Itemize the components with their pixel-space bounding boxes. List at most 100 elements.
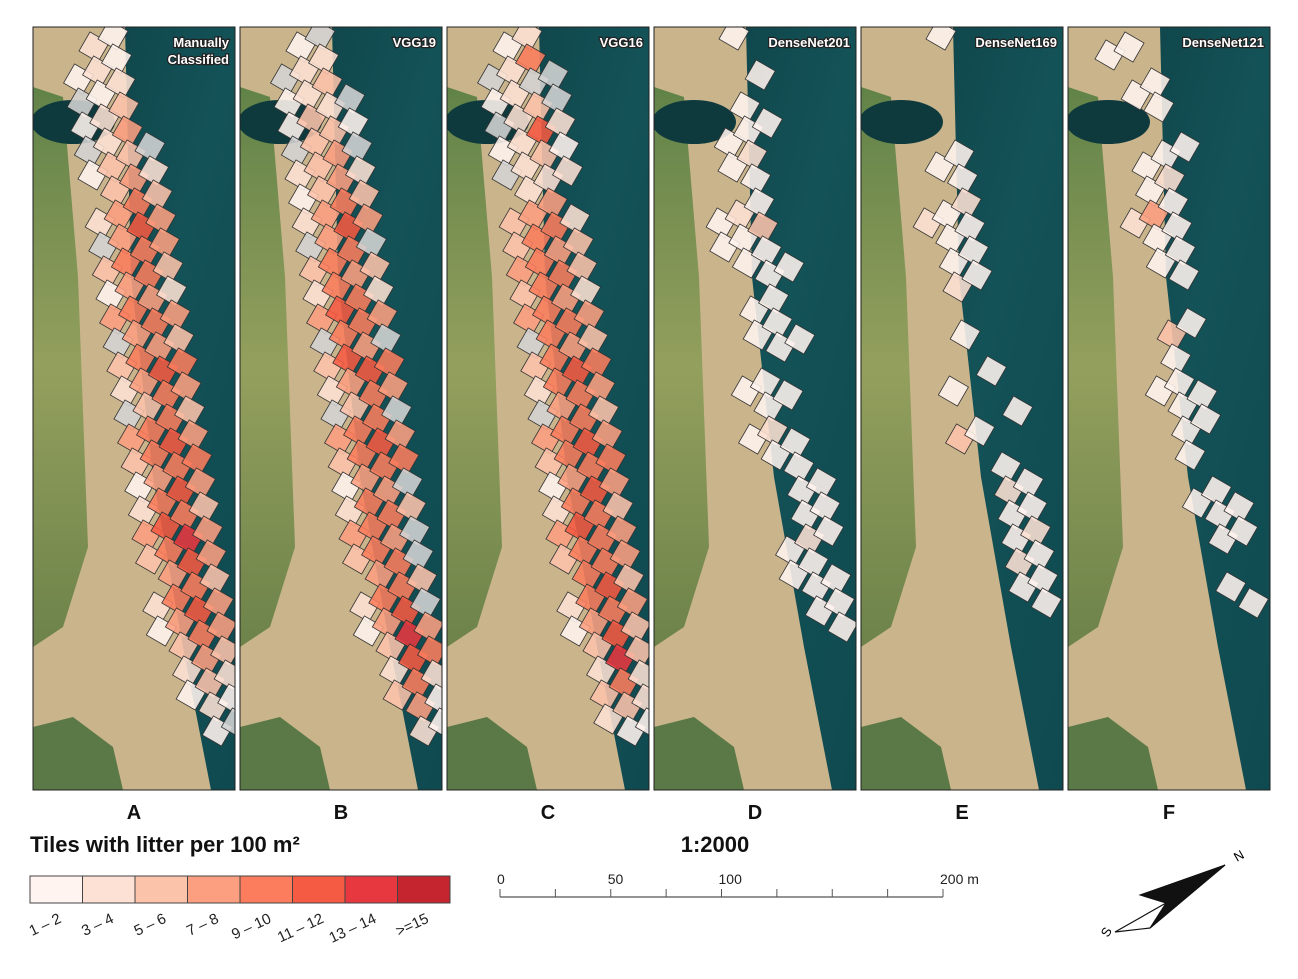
tile bbox=[427, 707, 442, 739]
tile bbox=[192, 515, 224, 547]
legend-label: 1 – 2 bbox=[27, 910, 64, 940]
tile bbox=[148, 227, 180, 259]
tile bbox=[373, 347, 405, 379]
panel-title: DenseNet201 bbox=[768, 35, 850, 50]
tile bbox=[591, 419, 623, 451]
tile bbox=[990, 451, 1022, 483]
panel-title: VGG16 bbox=[600, 35, 643, 50]
legend-label: 7 – 8 bbox=[184, 910, 221, 940]
tile bbox=[772, 379, 804, 411]
tile bbox=[206, 611, 235, 643]
pond bbox=[1068, 100, 1150, 144]
legend-label: >=15 bbox=[393, 910, 431, 940]
tile bbox=[177, 419, 209, 451]
tile bbox=[949, 319, 981, 351]
tile bbox=[620, 611, 649, 643]
tile bbox=[195, 539, 227, 571]
tile bbox=[384, 419, 416, 451]
tile bbox=[395, 491, 427, 523]
vegetation bbox=[654, 87, 709, 647]
panel-letter: B bbox=[334, 802, 348, 824]
tile bbox=[548, 131, 580, 163]
shrub bbox=[240, 717, 330, 790]
legend-swatch bbox=[29, 875, 83, 904]
tile bbox=[145, 203, 177, 235]
tile bbox=[111, 115, 143, 147]
legend-swatch bbox=[134, 875, 188, 904]
tile bbox=[624, 635, 649, 667]
tile bbox=[805, 467, 837, 499]
map-image bbox=[240, 27, 442, 790]
vegetation bbox=[240, 87, 295, 647]
tile bbox=[202, 587, 234, 619]
tile bbox=[406, 563, 438, 595]
tile bbox=[602, 491, 634, 523]
tile bbox=[1027, 563, 1059, 595]
legend-label: 9 – 10 bbox=[229, 910, 274, 943]
shrub bbox=[33, 717, 123, 790]
tile bbox=[573, 299, 605, 331]
pond bbox=[861, 100, 943, 144]
tile bbox=[773, 251, 805, 283]
panel-frame bbox=[239, 26, 443, 791]
tile bbox=[823, 587, 855, 619]
tile bbox=[1169, 131, 1201, 163]
tile bbox=[562, 227, 594, 259]
tile bbox=[1154, 163, 1186, 195]
scale-label: 0 bbox=[497, 871, 505, 887]
tile bbox=[366, 299, 398, 331]
tile bbox=[1023, 539, 1055, 571]
tile bbox=[359, 251, 391, 283]
tile bbox=[210, 635, 235, 667]
map-image bbox=[654, 27, 856, 790]
beach bbox=[654, 27, 832, 790]
tile bbox=[961, 259, 993, 291]
tile bbox=[750, 235, 782, 267]
legend-swatch bbox=[292, 875, 346, 904]
panel-title: DenseNet121 bbox=[1182, 35, 1264, 50]
vegetation bbox=[447, 87, 502, 647]
scale-ratio: 1:2000 bbox=[681, 832, 750, 857]
tile bbox=[947, 163, 979, 195]
tile bbox=[797, 547, 829, 579]
tile bbox=[606, 515, 638, 547]
tile bbox=[747, 211, 779, 243]
map-panel: Manually Classified bbox=[32, 26, 236, 791]
legend-swatch bbox=[187, 875, 241, 904]
map-image bbox=[33, 27, 235, 790]
map-panel: VGG16 bbox=[446, 26, 650, 791]
tile bbox=[337, 107, 369, 139]
tile bbox=[761, 307, 793, 339]
tile bbox=[827, 611, 856, 643]
tile bbox=[559, 203, 591, 235]
north-arrow: N S bbox=[1098, 847, 1247, 940]
map-panel: DenseNet121 bbox=[1067, 26, 1271, 791]
tile bbox=[598, 467, 630, 499]
tile bbox=[784, 323, 816, 355]
tile bbox=[348, 179, 380, 211]
map-panel: DenseNet201 bbox=[653, 26, 857, 791]
tile bbox=[954, 211, 986, 243]
tile bbox=[163, 323, 195, 355]
tile bbox=[174, 395, 206, 427]
tile bbox=[138, 155, 170, 187]
tile bbox=[184, 467, 216, 499]
tile bbox=[552, 155, 584, 187]
panel-letter: A bbox=[127, 802, 141, 824]
tile bbox=[609, 539, 641, 571]
tile bbox=[377, 371, 409, 403]
tile bbox=[1227, 515, 1259, 547]
tile bbox=[541, 83, 573, 115]
tile bbox=[820, 563, 852, 595]
panel-frame bbox=[1067, 26, 1271, 791]
tile bbox=[809, 491, 841, 523]
beach bbox=[861, 27, 1039, 790]
tile bbox=[595, 443, 627, 475]
shrub bbox=[1068, 717, 1158, 790]
tile bbox=[101, 43, 133, 75]
tile bbox=[1186, 379, 1218, 411]
tile bbox=[1143, 91, 1175, 123]
tile bbox=[1223, 491, 1255, 523]
tile bbox=[1200, 475, 1232, 507]
panel-frame bbox=[32, 26, 236, 791]
